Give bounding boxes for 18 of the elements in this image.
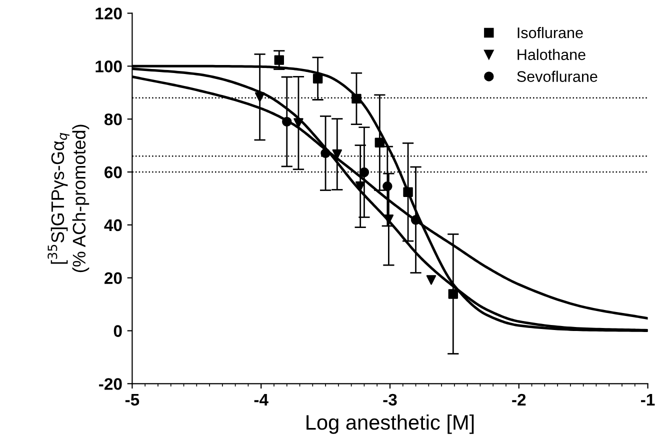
x-tick-label: -5 [125, 394, 140, 406]
x-tick-label: -3 [383, 394, 397, 406]
y-tick-label: 40 [104, 219, 122, 232]
y-axis-title: [$^{35}$S]GTPγs-Gα$_{q}$ (% ACh-promoted) [48, 124, 90, 272]
x-tick-label: -1 [641, 394, 655, 406]
y-tick-label: 100 [96, 60, 122, 72]
legend-label: Halothane [518, 48, 586, 60]
legend-label: Isoflurane [518, 26, 583, 38]
legend-label: Sevoflurane [517, 70, 598, 82]
y-tick-label: 20 [104, 272, 122, 284]
x-axis-title: Log anesthetic [M] [306, 414, 474, 434]
y-tick-label: 60 [104, 166, 122, 178]
y-tick-label: 120 [96, 8, 122, 20]
y-tick-label: 0 [114, 325, 122, 337]
y-tick-label: 80 [104, 113, 122, 126]
x-tick-label: -2 [512, 394, 526, 406]
y-tick-label: -20 [99, 378, 122, 390]
x-tick-label: -4 [254, 394, 268, 406]
